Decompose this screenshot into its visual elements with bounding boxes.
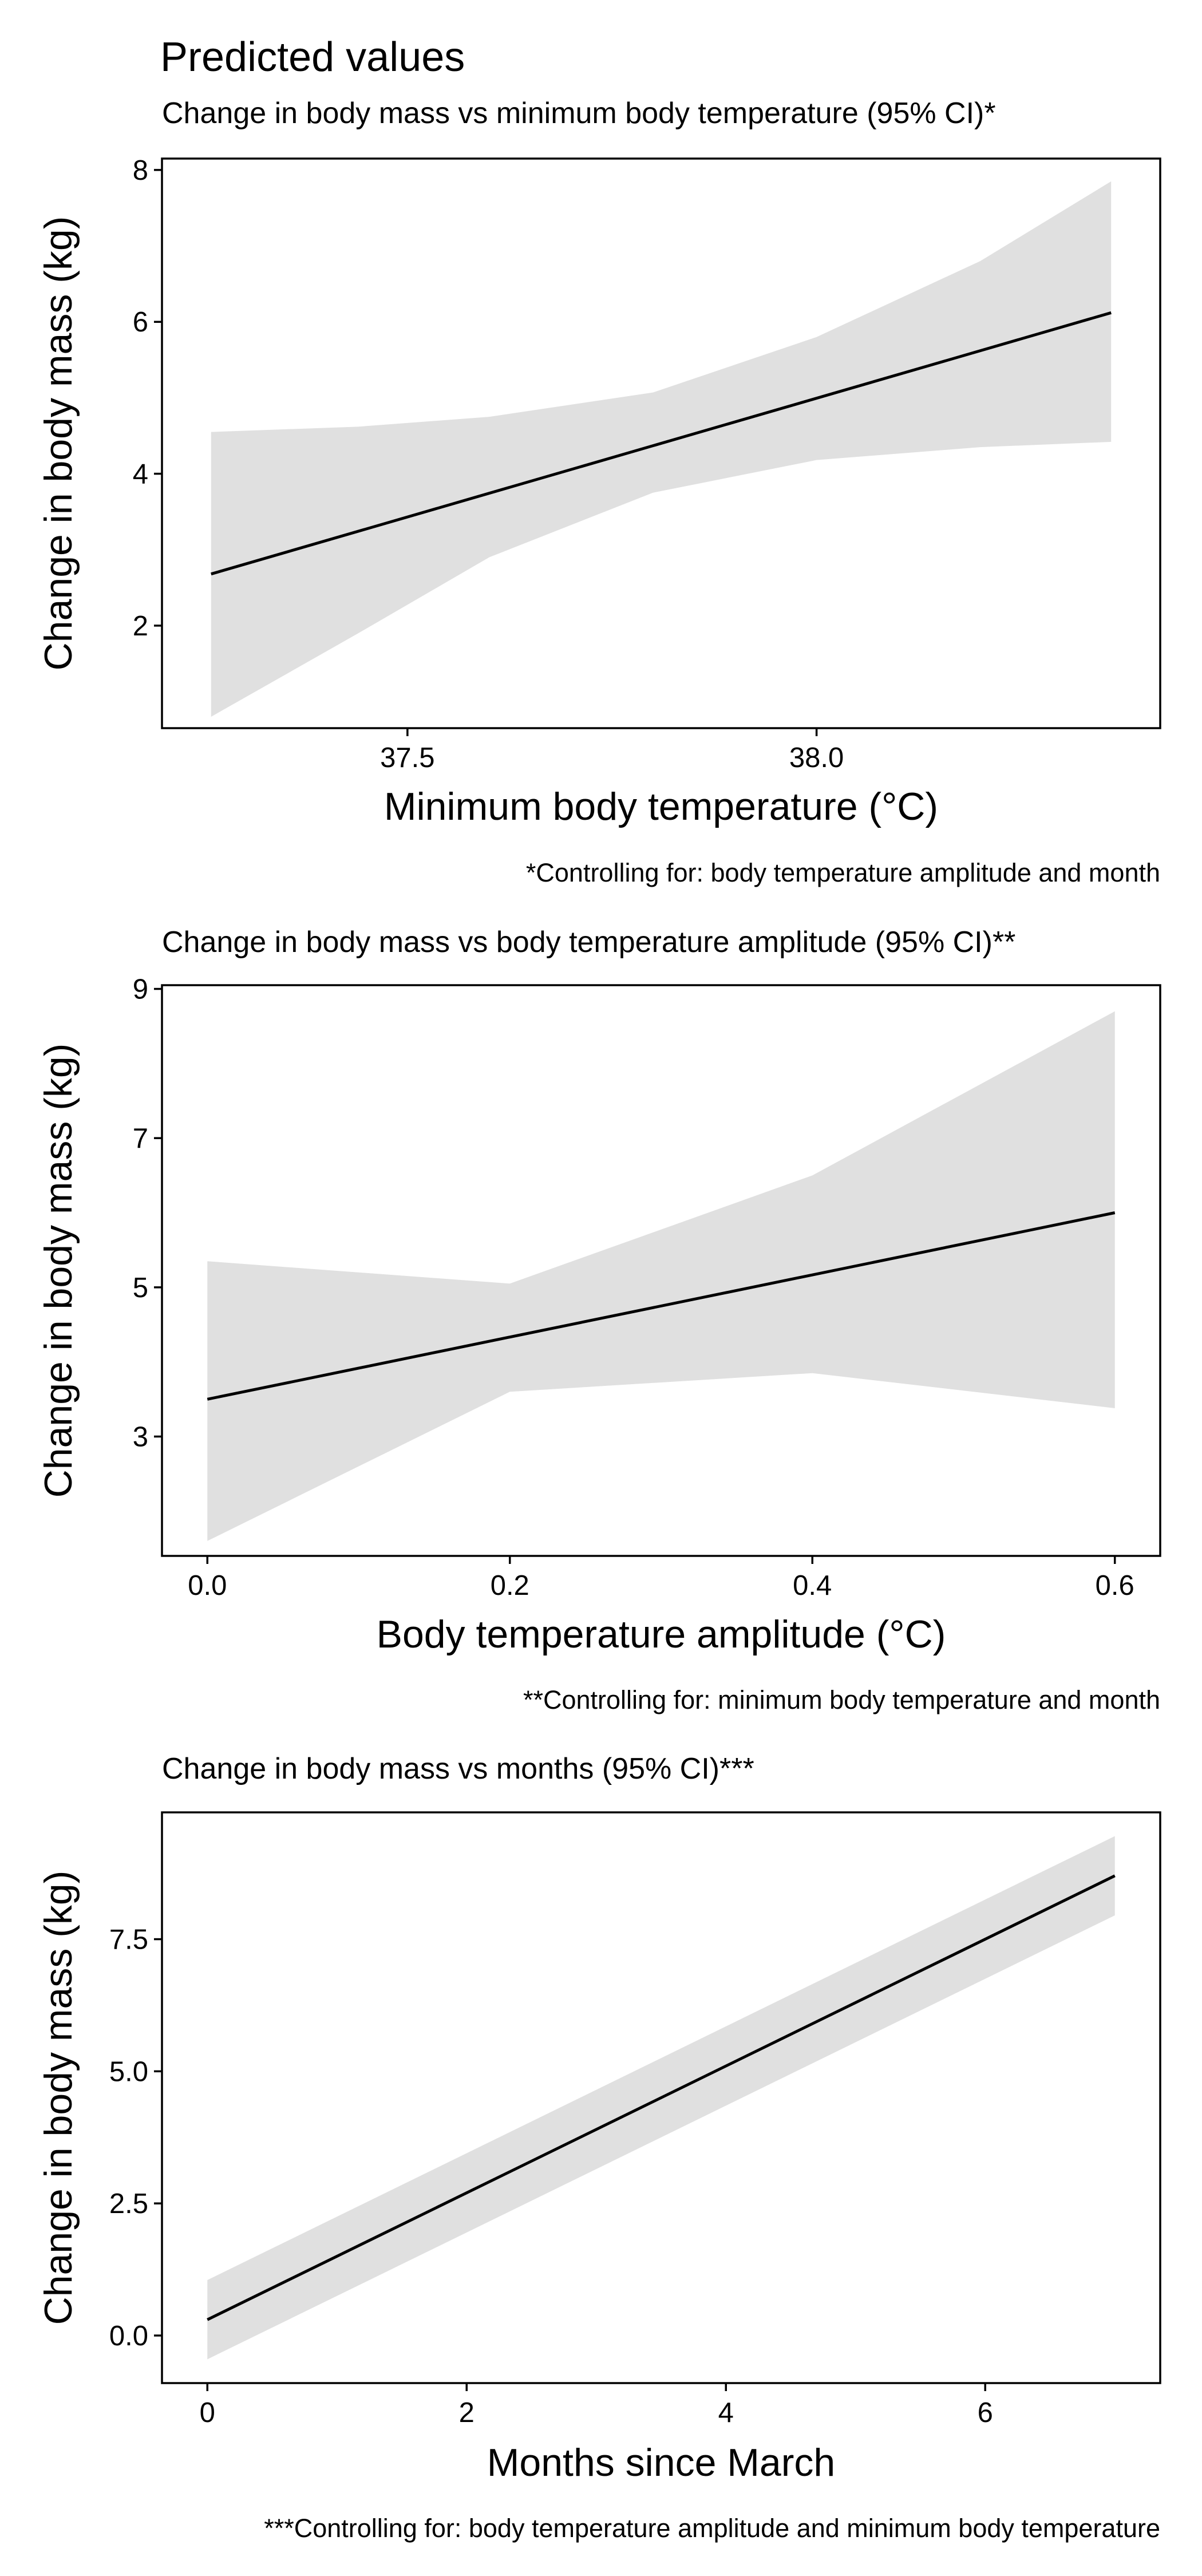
y-tick-label: 4 xyxy=(133,459,148,490)
y-tick-label: 5 xyxy=(133,1273,148,1303)
y-tick-label: 5.0 xyxy=(109,2056,148,2087)
x-axis-label: Body temperature amplitude (°C) xyxy=(377,1613,946,1656)
x-tick-label: 0 xyxy=(200,2397,215,2428)
chart-panel-2: 3 5 7 9 0.0 0.2 0.4 0.6 Change in body mass vs b… xyxy=(37,926,1161,1714)
fit-line xyxy=(207,1211,1116,1401)
y-tick-label: 2 xyxy=(133,611,148,642)
x-axis-label: Minimum body temperature (°C) xyxy=(384,785,938,828)
y-tick-label: 2.5 xyxy=(109,2188,148,2219)
chart-title: Change in body mass vs minimum body temp… xyxy=(162,97,996,130)
chart-title: Change in body mass vs months (95% CI)**… xyxy=(162,1752,754,1785)
chart-panel-3: 0.0 2.5 5.0 7.5 0 2 4 6 Change in body mass vs m… xyxy=(37,1752,1161,2543)
x-tick-label: 38.0 xyxy=(789,742,844,773)
y-axis-label: Change in body mass (kg) xyxy=(37,1044,80,1498)
y-tick-label: 0.0 xyxy=(109,2321,148,2352)
confidence-band xyxy=(211,181,1112,717)
y-axis-label: Change in body mass (kg) xyxy=(37,216,80,671)
y-tick-label: 7.5 xyxy=(109,1925,148,1955)
chart-title: Change in body mass vs body temperature … xyxy=(162,926,1015,959)
fit-line xyxy=(207,1874,1116,2321)
chart-caption: ***Controlling for: body temperature amp… xyxy=(264,2514,1160,2543)
x-tick-label: 0.6 xyxy=(1096,1570,1134,1601)
x-tick-label: 4 xyxy=(718,2397,734,2428)
y-axis-label: Change in body mass (kg) xyxy=(37,1871,80,2325)
x-tick-label: 37.5 xyxy=(380,742,434,773)
y-tick-label: 3 xyxy=(133,1421,148,1452)
x-tick-label: 0.4 xyxy=(793,1570,832,1601)
plot-frame xyxy=(161,984,1161,1557)
figure-title: Predicted values xyxy=(160,34,465,80)
chart-caption: *Controlling for: body temperature ampli… xyxy=(526,858,1160,887)
y-tick-label: 9 xyxy=(133,974,148,1005)
chart-panel-1: 2 4 6 8 37.5 38.0 Change in body mass vs minim… xyxy=(37,97,1161,887)
y-tick-label: 6 xyxy=(133,307,148,338)
plot-frame xyxy=(161,1811,1161,2384)
x-tick-label: 0.0 xyxy=(188,1570,227,1601)
x-tick-label: 0.2 xyxy=(491,1570,529,1601)
y-tick-label: 8 xyxy=(133,155,148,186)
confidence-band xyxy=(207,1011,1115,1541)
x-axis-label: Months since March xyxy=(487,2441,835,2484)
plot-frame xyxy=(161,157,1161,729)
y-tick-label: 7 xyxy=(133,1123,148,1154)
fit-line xyxy=(211,311,1112,576)
x-tick-label: 6 xyxy=(978,2397,993,2428)
chart-caption: **Controlling for: minimum body temperat… xyxy=(523,1685,1160,1714)
x-tick-label: 2 xyxy=(459,2397,475,2428)
